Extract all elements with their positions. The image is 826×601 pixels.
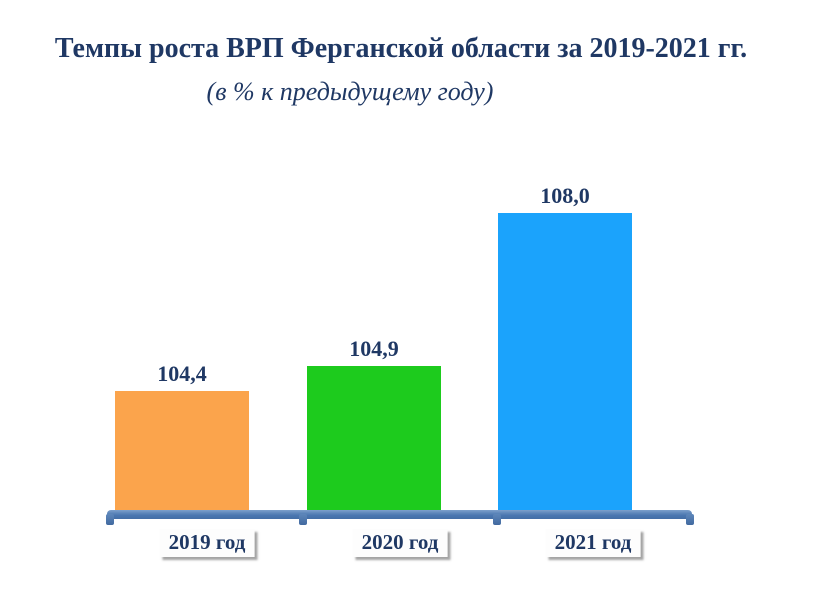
x-axis-tick-0 [106, 514, 114, 525]
value-label-2019: 104,4 [157, 361, 207, 386]
x-axis-tick-1 [299, 514, 308, 525]
chart-title: Темпы роста ВРП Ферганской области за 20… [54, 33, 748, 64]
x-axis-tick-3 [686, 514, 694, 525]
category-label-2021: 2021 год [545, 529, 641, 557]
x-axis-tick-2 [492, 514, 501, 525]
value-label-2020: 104,9 [349, 336, 399, 361]
chart-subtitle: (в % к предыдущему году) [206, 77, 494, 106]
category-label-2020: 2020 год [352, 529, 448, 557]
bar-2021 [498, 213, 632, 510]
value-label-2021: 108,0 [540, 183, 590, 208]
x-axis-line [107, 510, 692, 519]
category-label-2019: 2019 год [159, 529, 255, 557]
bar-2019 [115, 391, 249, 510]
bar-2020 [307, 366, 441, 510]
